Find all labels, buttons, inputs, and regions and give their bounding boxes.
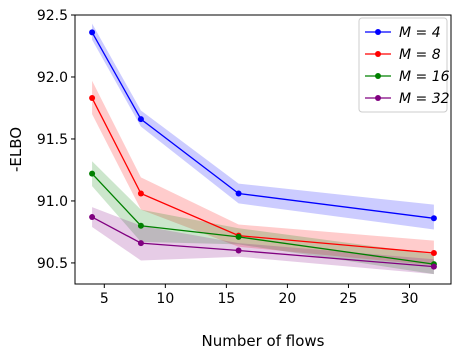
point-series-3-3 xyxy=(430,263,437,270)
y-axis-label: -ELBO xyxy=(7,127,25,172)
x-tick-label: 10 xyxy=(156,291,174,307)
point-series-2-0 xyxy=(89,170,96,177)
point-series-2-1 xyxy=(137,222,144,229)
band-series-1 xyxy=(92,80,434,266)
y-axis-ticks: 90.5 91.0 91.5 92.0 92.5 xyxy=(37,8,75,272)
point-series-0-2 xyxy=(235,190,242,197)
legend-marker-swatch xyxy=(375,95,381,101)
point-series-1-0 xyxy=(89,95,96,102)
line-series-0 xyxy=(91,32,434,219)
legend-marker-swatch xyxy=(375,29,381,35)
point-series-0-1 xyxy=(137,116,144,123)
point-series-3-2 xyxy=(235,247,242,254)
line-series-3 xyxy=(91,216,434,268)
x-tick-label: 5 xyxy=(100,291,109,307)
legend-entry-label: M = 16 xyxy=(399,69,450,85)
series-markers xyxy=(89,29,437,270)
series-lines xyxy=(91,32,434,268)
legend-marker-swatch xyxy=(375,51,381,57)
point-series-3-0 xyxy=(89,214,96,221)
point-series-2-2 xyxy=(235,233,242,240)
x-axis-label: Number of flows xyxy=(202,332,325,350)
point-series-1-1 xyxy=(137,190,144,197)
x-tick-label: 20 xyxy=(279,291,297,307)
legend-entry-label: M = 4 xyxy=(399,25,441,41)
legend-entry-label: M = 8 xyxy=(399,47,441,63)
y-tick-label: 90.5 xyxy=(37,256,68,272)
x-tick-label: 30 xyxy=(401,291,419,307)
legend-marker-swatch xyxy=(375,73,381,79)
y-tick-label: 92.5 xyxy=(37,8,68,24)
legend: M = 4 M = 8 M = 16 M = 32 xyxy=(358,17,450,113)
band-series-0 xyxy=(92,23,434,230)
x-tick-label: 25 xyxy=(340,291,358,307)
band-series-3 xyxy=(92,207,434,275)
point-series-1-3 xyxy=(430,250,437,257)
point-series-0-3 xyxy=(430,215,437,222)
line-series-2 xyxy=(91,173,434,265)
plot-area-frame xyxy=(74,14,452,285)
y-tick-label: 91.0 xyxy=(37,194,68,210)
y-tick-label: 91.5 xyxy=(37,132,68,148)
x-axis-ticks: 5 10 15 20 25 30 xyxy=(100,284,419,307)
point-series-3-1 xyxy=(137,240,144,247)
point-series-0-0 xyxy=(89,29,96,36)
y-tick-label: 92.0 xyxy=(37,70,68,86)
legend-entry-label: M = 32 xyxy=(399,91,450,107)
legend-box xyxy=(358,17,448,113)
x-tick-label: 15 xyxy=(217,291,235,307)
line-series-1 xyxy=(91,97,434,254)
